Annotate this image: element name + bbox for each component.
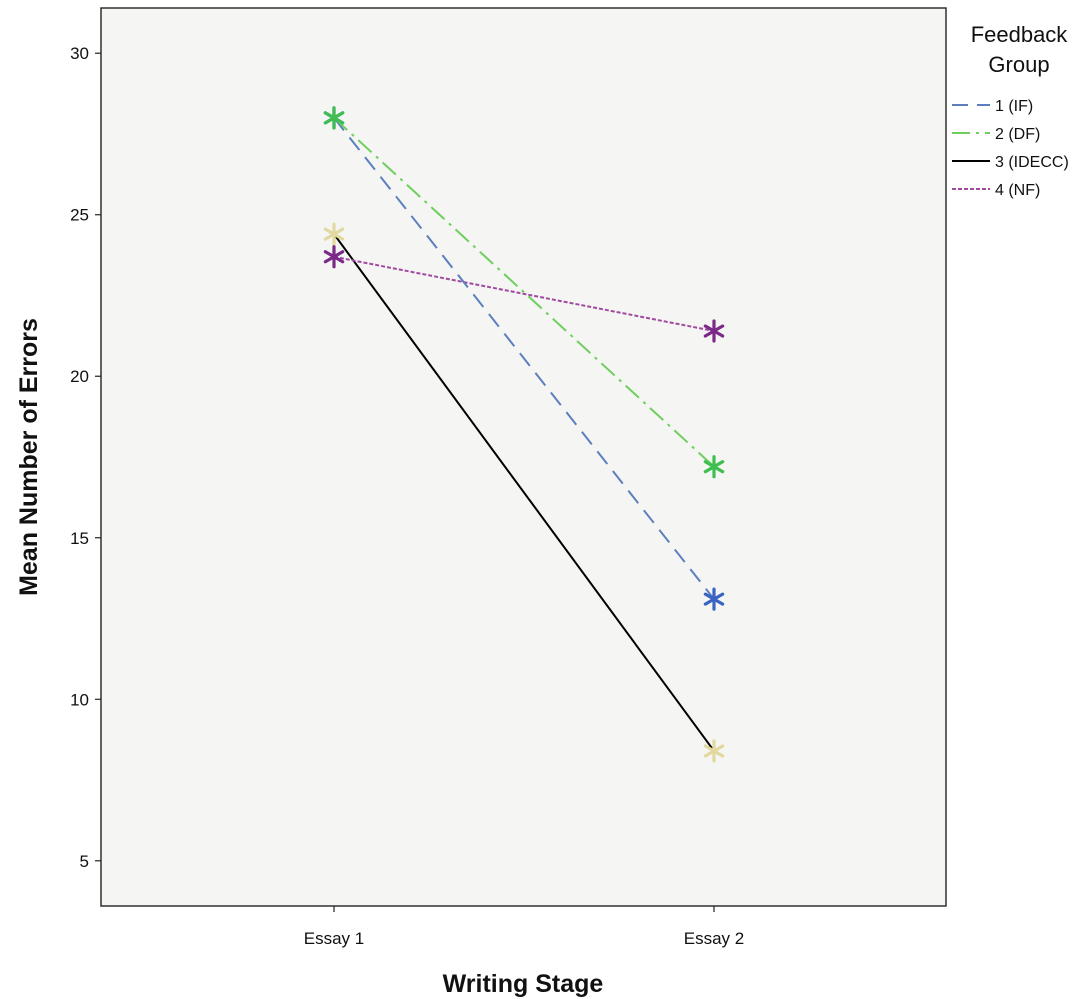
series-1-point-2 [703, 587, 725, 611]
series-line-4 [333, 255, 715, 333]
x-axis-ticks: Essay 1 Essay 2 [304, 906, 744, 948]
series-4-point-2 [703, 319, 725, 343]
y-tick-label: 25 [70, 206, 89, 225]
legend-label-3: 3 (IDECC) [995, 154, 1069, 171]
x-tick-label: Essay 2 [684, 929, 744, 948]
x-tick-label: Essay 1 [304, 929, 364, 948]
y-tick-label: 20 [70, 367, 89, 386]
series-3-point-1 [323, 222, 345, 246]
y-tick-label: 30 [70, 44, 89, 63]
series-3-point-2 [703, 739, 725, 763]
y-tick-label: 15 [70, 529, 89, 548]
y-tick-label: 5 [80, 852, 89, 871]
series-2-point-2 [703, 455, 725, 479]
series-markers [323, 106, 725, 763]
series-line-2 [333, 117, 715, 468]
series-line-1 [333, 117, 715, 600]
series-line-3 [333, 233, 715, 752]
series-lines [333, 117, 715, 752]
y-axis-ticks: 5 10 15 20 25 30 [70, 44, 101, 871]
legend-label-4: 4 (NF) [995, 182, 1040, 199]
legend: Feedback Group 1 (IF) 2 (DF) 3 (IDECC) 4 (N… [952, 22, 1069, 199]
series-2-point-1 [323, 106, 345, 130]
legend-label-2: 2 (DF) [995, 126, 1040, 143]
series-4-point-1 [323, 245, 345, 269]
x-axis-title: Writing Stage [443, 970, 604, 998]
plot-area [100, 7, 947, 907]
y-tick-label: 10 [70, 690, 89, 709]
legend-title-line-1: Feedback [971, 22, 1069, 47]
legend-label-1: 1 (IF) [995, 98, 1033, 115]
y-axis-title: Mean Number of Errors [15, 318, 43, 596]
legend-title-line-2: Group [988, 52, 1049, 77]
legend-items: 1 (IF) 2 (DF) 3 (IDECC) 4 (NF) [952, 98, 1069, 199]
